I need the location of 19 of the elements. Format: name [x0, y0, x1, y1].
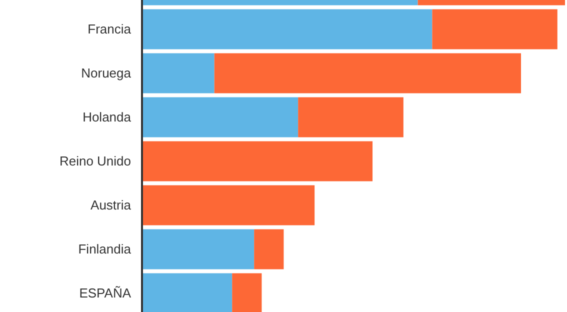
y-tick-label: Austria: [90, 198, 132, 213]
bar: [142, 9, 432, 50]
y-tick-label: Finlandia: [78, 242, 132, 257]
bar: [298, 97, 404, 138]
y-tick-label: ESPAÑA: [79, 286, 132, 301]
bar: [214, 53, 522, 94]
bar: [142, 273, 232, 312]
y-tick-label: Noruega: [81, 66, 132, 81]
bar: [142, 141, 373, 182]
bar: [432, 9, 558, 50]
bar: [254, 229, 284, 270]
bar: [232, 273, 262, 312]
bar: [142, 229, 254, 270]
y-tick-label: Holanda: [82, 110, 132, 125]
bar: [142, 97, 298, 138]
y-tick-label: Francia: [88, 22, 132, 37]
bar: [142, 185, 315, 226]
y-tick-label: Reino Unido: [59, 154, 131, 169]
bar: [142, 53, 214, 94]
